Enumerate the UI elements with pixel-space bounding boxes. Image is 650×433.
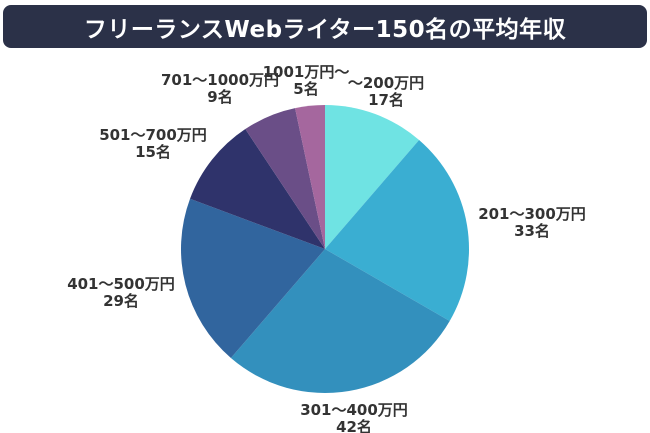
chart-title-bar: フリーランスWebライター150名の平均年収 [3, 5, 647, 48]
slice-label-over-1001: 1001万円～ 5名 [263, 64, 350, 98]
chart-title: フリーランスWebライター150名の平均年収 [83, 16, 567, 43]
pie-slice-3 [181, 198, 325, 359]
slice-label-201-300: 201～300万円 33名 [478, 206, 586, 240]
slice-label-range: 301～400万円 [300, 401, 408, 419]
pie-slice-6 [295, 105, 325, 249]
slice-label-701-1000: 701～1000万円 9名 [161, 72, 279, 106]
slice-label-count: 15名 [135, 143, 171, 161]
slice-label-401-500: 401～500万円 29名 [67, 276, 175, 310]
slice-label-count: 9名 [207, 88, 233, 106]
slice-label-range: 401～500万円 [67, 275, 175, 293]
pie-slice-1 [325, 139, 470, 321]
slice-label-count: 17名 [368, 91, 404, 109]
slice-label-501-700: 501～700万円 15名 [99, 127, 207, 161]
slice-label-range: 501～700万円 [99, 126, 207, 144]
slice-label-range: 701～1000万円 [160, 71, 280, 89]
slice-label-under-200: ～200万円 17名 [348, 75, 424, 109]
slice-label-count: 29名 [103, 292, 139, 310]
slice-label-range: 201～300万円 [478, 205, 586, 223]
pie-slice-2 [230, 249, 450, 394]
slice-label-count: 33名 [514, 222, 550, 240]
slice-label-range: ～200万円 [347, 74, 425, 92]
pie-slice-4 [190, 129, 325, 249]
slice-label-count: 42名 [336, 418, 372, 433]
pie-slice-5 [245, 108, 325, 250]
slice-label-count: 5名 [293, 80, 319, 98]
slice-label-301-400: 301～400万円 42名 [300, 402, 408, 433]
pie-slice-0 [325, 105, 420, 249]
slice-label-range: 1001万円～ [262, 63, 350, 81]
